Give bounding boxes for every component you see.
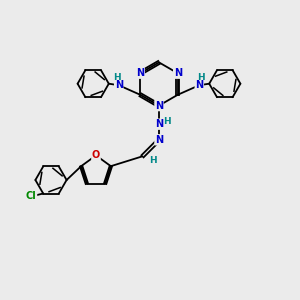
Text: N: N <box>195 80 203 90</box>
Text: N: N <box>155 135 163 145</box>
Text: Cl: Cl <box>26 191 37 201</box>
Text: N: N <box>115 80 123 90</box>
Text: O: O <box>92 150 100 161</box>
Text: N: N <box>155 119 163 129</box>
Text: N: N <box>136 68 144 78</box>
Text: H: H <box>149 156 157 165</box>
Text: H: H <box>113 73 121 82</box>
Text: N: N <box>174 68 182 78</box>
Text: H: H <box>197 73 205 82</box>
Text: N: N <box>155 100 163 111</box>
Text: H: H <box>163 117 171 126</box>
